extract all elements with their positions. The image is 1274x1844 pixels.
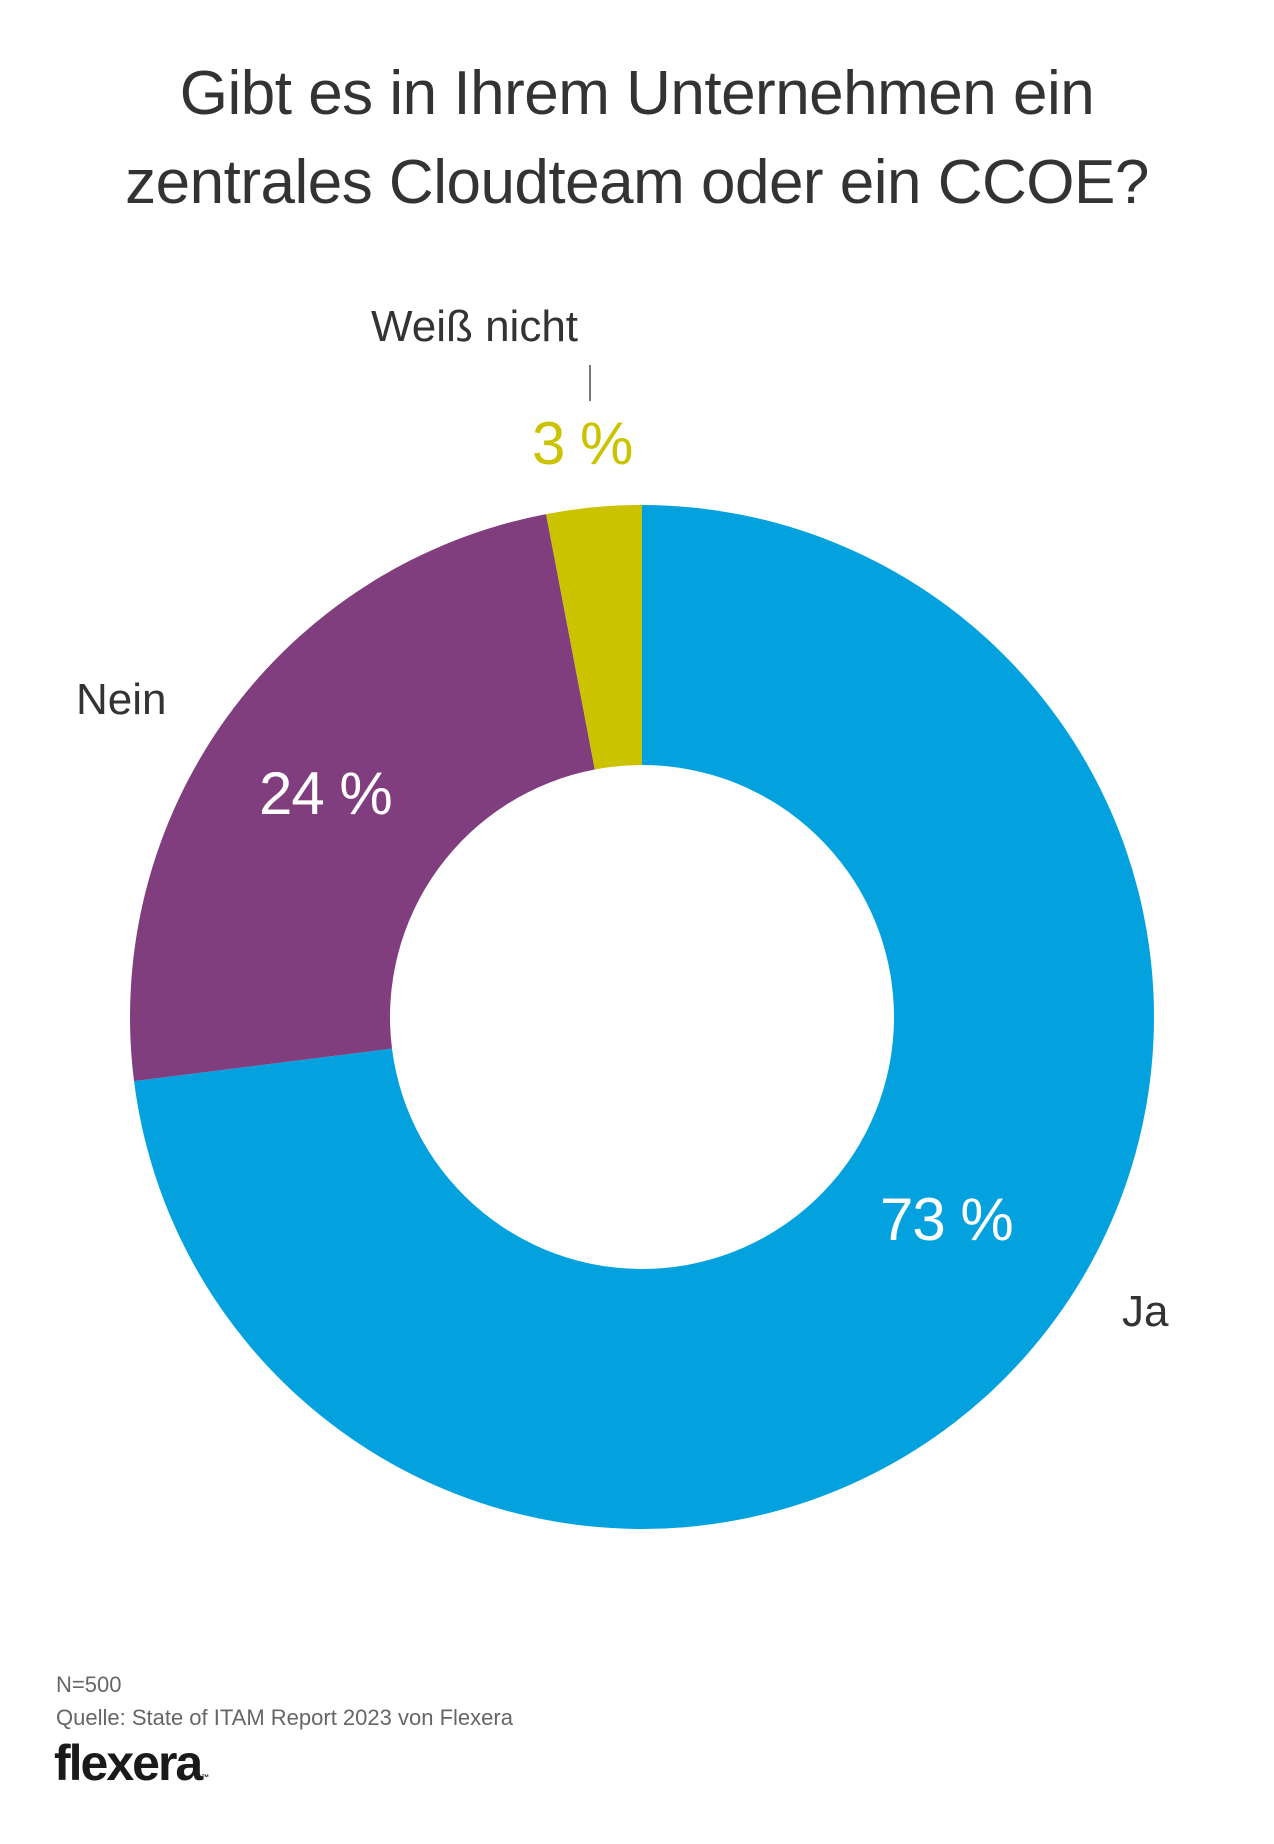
leader-line xyxy=(589,365,591,401)
trademark-symbol: ™ xyxy=(201,1773,210,1782)
value-label-ja: 73 % xyxy=(880,1186,1014,1253)
donut-slice-nein xyxy=(129,514,595,1082)
sample-size-note: N=500 xyxy=(56,1672,122,1697)
chart-title-line-1: Gibt es in Ihrem Unternehmen ein xyxy=(179,59,1095,128)
donut-slices xyxy=(129,505,1154,1529)
source-note: Quelle: State of ITAM Report 2023 von Fl… xyxy=(56,1705,513,1730)
flexera-logo: flexera™ xyxy=(54,1738,209,1788)
slice-label-ja: Ja xyxy=(1122,1287,1169,1336)
donut-slice-ja xyxy=(134,505,1154,1529)
logo-wordmark: flexera xyxy=(54,1735,203,1791)
donut-slice-weiss-nicht xyxy=(546,505,642,770)
value-label-weiss-nicht: 3 % xyxy=(532,410,633,477)
slice-label-weiss-nicht: Weiß nicht xyxy=(371,302,579,351)
slice-label-nein: Nein xyxy=(76,675,167,724)
chart-title-line-2: zentrales Cloudteam oder ein CCOE? xyxy=(125,148,1149,217)
value-label-nein: 24 % xyxy=(259,760,393,827)
